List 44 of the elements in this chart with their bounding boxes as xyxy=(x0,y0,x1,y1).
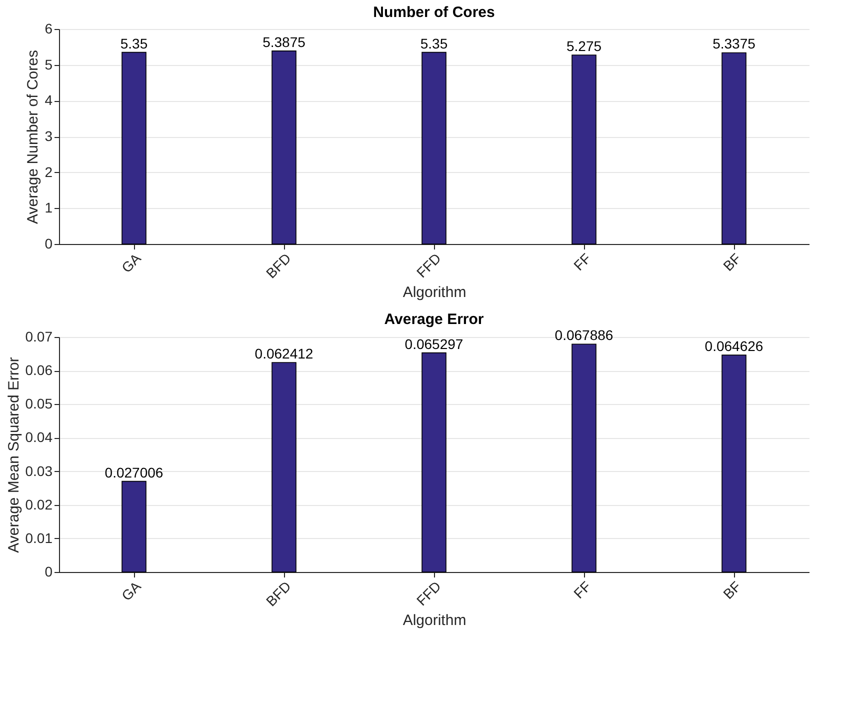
y-tick-label: 4 xyxy=(44,92,53,108)
data-label: 0.067886 xyxy=(554,327,614,344)
data-label: 5.3375 xyxy=(712,36,756,52)
x-axis-title: Algorithm xyxy=(402,284,466,302)
data-label: 5.3875 xyxy=(262,34,306,50)
x-tick-label: FF xyxy=(570,250,594,274)
y-tick-label: 0.02 xyxy=(25,496,53,512)
bar xyxy=(422,352,446,572)
chart-title: Number of Cores xyxy=(373,4,495,21)
x-tick-label: GA xyxy=(118,578,144,604)
y-tick-label: 0 xyxy=(44,564,53,580)
y-tick-label: 0.05 xyxy=(25,396,53,412)
data-label: 0.062412 xyxy=(254,345,314,362)
y-tick-label: 5 xyxy=(44,56,53,72)
bar xyxy=(572,344,596,572)
y-axis-title: Average Mean Squared Error xyxy=(5,357,22,553)
y-tick-label: 2 xyxy=(44,164,53,180)
x-tick-label: FFD xyxy=(413,250,444,281)
x-axis-title: Algorithm xyxy=(402,612,466,630)
y-tick-label: 1 xyxy=(44,200,53,216)
x-tick-label: BF xyxy=(720,578,744,602)
y-tick-label: 3 xyxy=(44,128,53,144)
chart-title: Average Error xyxy=(384,311,484,328)
y-tick-label: 0.03 xyxy=(25,462,53,479)
bar xyxy=(122,480,146,572)
y-tick-label: 0.07 xyxy=(25,328,53,344)
y-tick-label: 0 xyxy=(44,236,53,252)
x-tick-label: GA xyxy=(118,250,144,276)
bar xyxy=(722,354,746,572)
y-tick-label: 0.01 xyxy=(25,530,53,546)
y-tick-label: 0.04 xyxy=(25,429,53,446)
x-tick-label: FFD xyxy=(413,578,444,609)
data-label: 5.35 xyxy=(420,35,448,52)
data-label: 0.065297 xyxy=(404,336,464,352)
x-tick-label: FF xyxy=(570,578,594,602)
y-axis-title: Average Number of Cores xyxy=(24,50,42,224)
data-label: 5.275 xyxy=(566,38,602,54)
data-label: 0.027006 xyxy=(104,464,164,480)
bar xyxy=(272,362,296,572)
data-label: 5.35 xyxy=(120,35,148,52)
data-label: 0.064626 xyxy=(704,338,764,354)
y-tick-label: 6 xyxy=(44,20,53,36)
y-tick-label: 0.06 xyxy=(25,362,53,378)
x-tick-label: BF xyxy=(720,250,744,274)
